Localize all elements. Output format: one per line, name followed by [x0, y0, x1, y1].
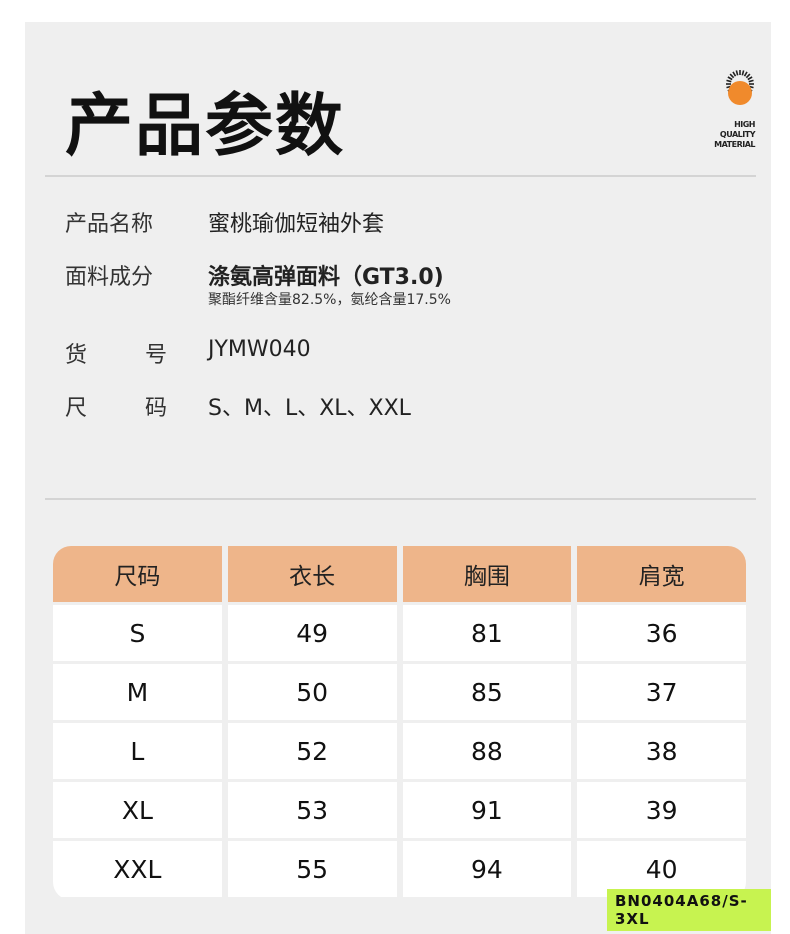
table-cell: M — [53, 664, 222, 720]
spec-label: 面料成分 — [65, 265, 154, 290]
spec-value: S、M、L、XL、XXL — [208, 396, 411, 421]
spec-label: 产品名称 — [65, 212, 154, 237]
table-cell: 49 — [227, 605, 397, 661]
badge-line: MATERIAL — [714, 140, 755, 149]
table-cell: 94 — [402, 841, 572, 897]
spec-sub: 聚酯纤维含量82.5%，氨纶含量17.5% — [208, 292, 451, 308]
table-cell: L — [53, 723, 222, 779]
size-table: 尺码 衣长 胸围 肩宽 S 49 81 36 M 50 85 37 L 52 88 38 XL 53 91 3… — [53, 546, 746, 900]
table-cell: 52 — [227, 723, 397, 779]
table-cell: 81 — [402, 605, 572, 661]
table-cell: XXL — [53, 841, 222, 897]
divider — [45, 498, 756, 500]
spec-value: JYMW040 — [208, 337, 311, 362]
product-code-tag: BN0404A68/S-3XL — [607, 889, 771, 931]
spec-label: 码 — [144, 396, 167, 421]
table-row: L 52 88 38 — [53, 723, 746, 779]
badge-line: HIGH — [734, 120, 755, 129]
spec-value: 涤氨高弹面料（GT3.0) — [208, 265, 444, 290]
sun-icon — [726, 70, 754, 105]
table-cell: 38 — [577, 723, 746, 779]
table-cell: XL — [53, 782, 222, 838]
table-header: 尺码 衣长 胸围 肩宽 — [53, 546, 746, 602]
spec-label: 号 — [144, 343, 167, 368]
table-cell: 91 — [402, 782, 572, 838]
spec-value: 蜜桃瑜伽短袖外套 — [208, 212, 385, 237]
header-cell: 肩宽 — [577, 546, 746, 602]
table-cell: 40 — [577, 841, 746, 897]
table-cell: 88 — [402, 723, 572, 779]
divider — [45, 175, 756, 177]
page-title: 产品参数 — [65, 87, 346, 166]
badge-line: QUALITY — [719, 130, 756, 139]
table-row: XL 53 91 39 — [53, 782, 746, 838]
table-row: XXL 55 94 40 — [53, 841, 746, 897]
table-cell: 85 — [402, 664, 572, 720]
table-cell: 39 — [577, 782, 746, 838]
table-cell: S — [53, 605, 222, 661]
table-row: M 50 85 37 — [53, 664, 746, 720]
table-cell: 55 — [227, 841, 397, 897]
table-cell: 50 — [227, 664, 397, 720]
table-cell: 37 — [577, 664, 746, 720]
table-cell: 53 — [227, 782, 397, 838]
header-cell: 衣长 — [227, 546, 397, 602]
table-row: S 49 81 36 — [53, 605, 746, 661]
spec-label: 尺 — [65, 396, 88, 421]
header-cell: 胸围 — [402, 546, 572, 602]
header-cell: 尺码 — [53, 546, 222, 602]
table-cell: 36 — [577, 605, 746, 661]
product-params-panel: 产品参数 HIGH QUALITY MATERIAL 产品名称 蜜桃瑜伽短袖外套… — [25, 22, 771, 934]
spec-label: 货 — [65, 343, 88, 368]
